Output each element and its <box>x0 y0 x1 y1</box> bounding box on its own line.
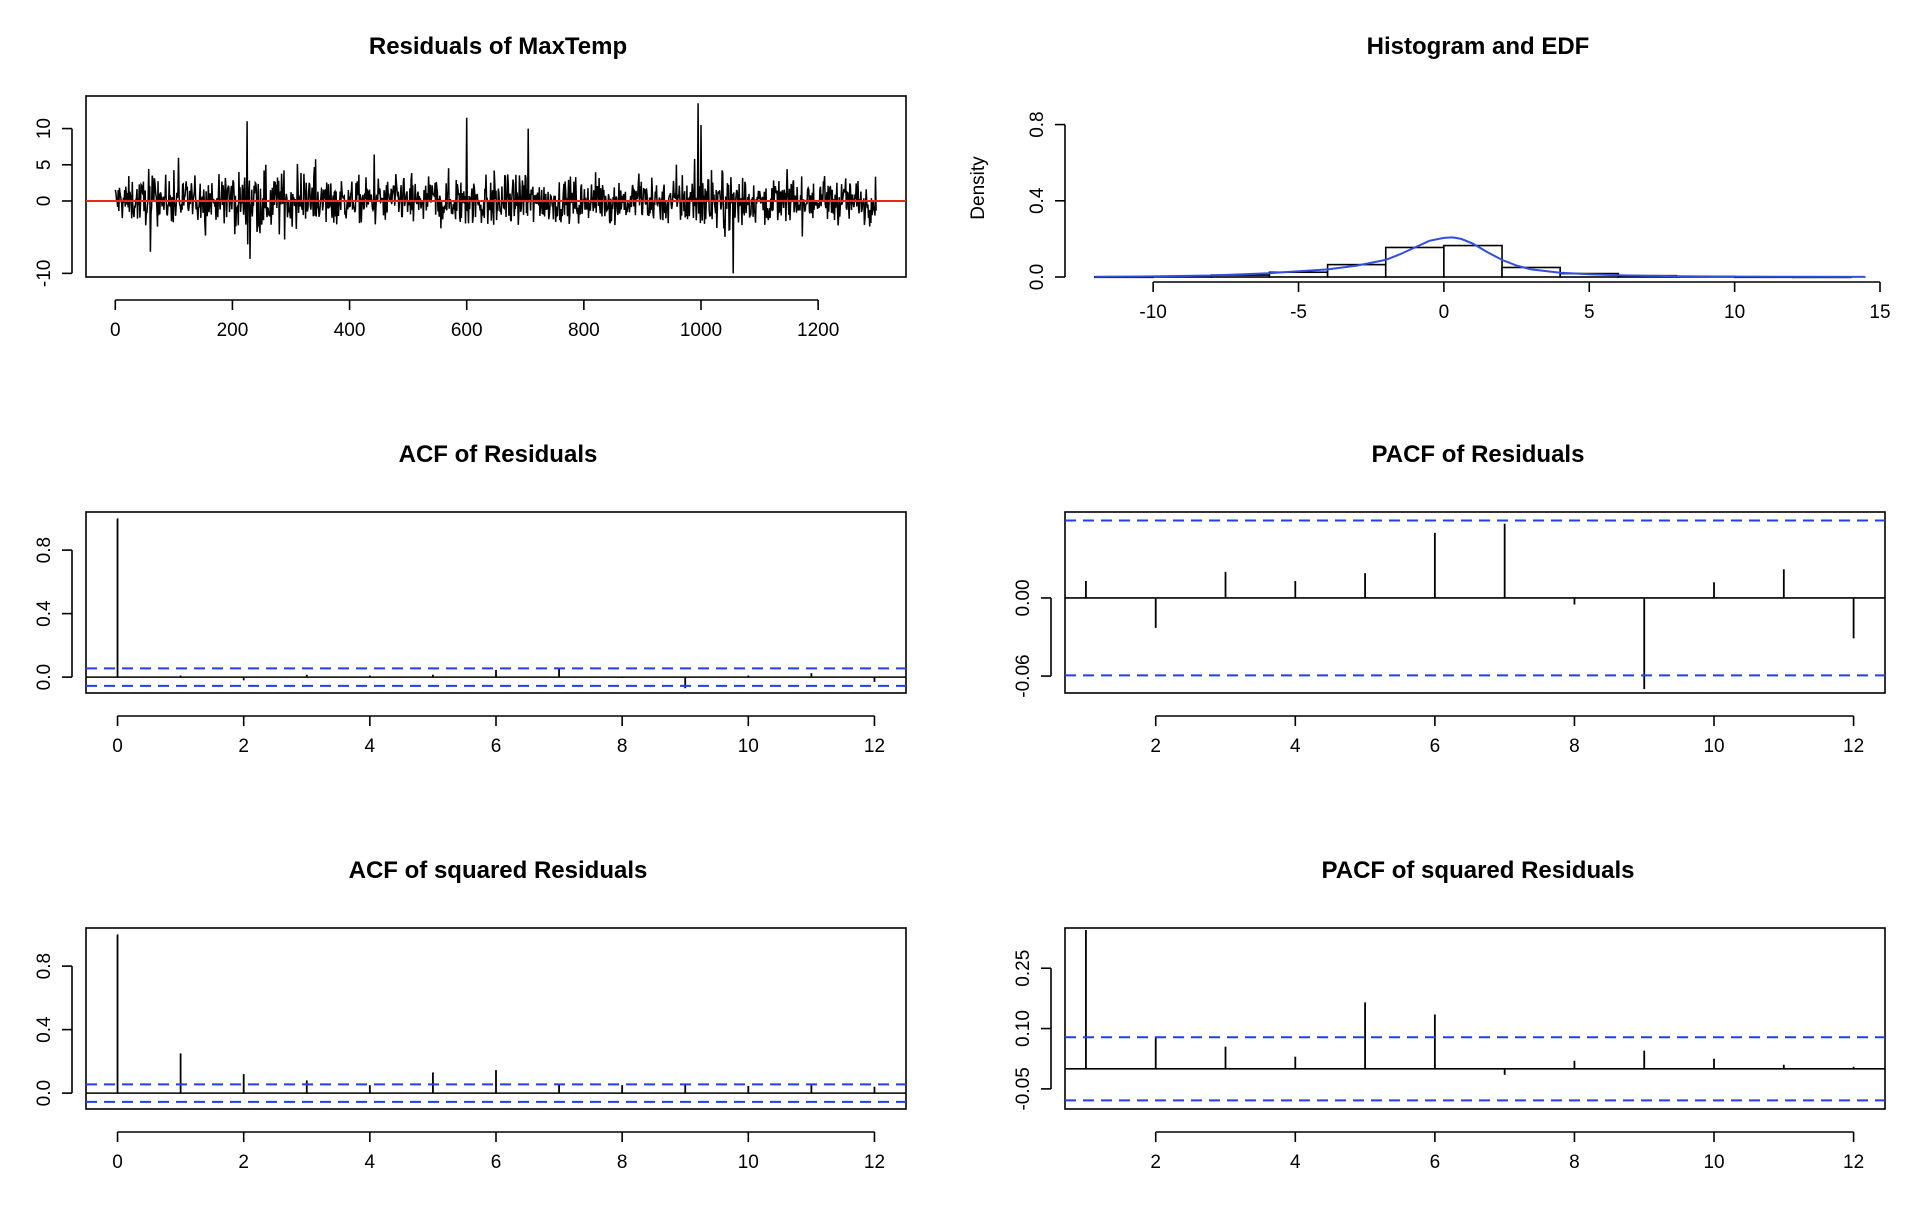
x-tick-label: -10 <box>1139 302 1166 323</box>
plot-frame <box>1064 927 1886 1110</box>
x-tick-label: 400 <box>334 320 366 341</box>
plot-frame <box>1064 511 1886 694</box>
y-tick-label: 0 <box>34 196 55 207</box>
y-tick-label: -0.05 <box>1013 1067 1034 1110</box>
panel-pacf-title: PACF of Residuals <box>1372 441 1585 468</box>
y-tick-label: -10 <box>34 260 55 287</box>
histogram-bar <box>1384 246 1445 278</box>
x-tick-label: 1200 <box>797 320 839 341</box>
x-tick-label: 12 <box>864 1152 885 1173</box>
x-tick-label: 4 <box>1290 1152 1301 1173</box>
x-tick-label: 12 <box>864 736 885 757</box>
plot-frame <box>85 511 907 694</box>
plot-frame <box>85 95 907 278</box>
plot-frame <box>85 927 907 1110</box>
x-tick-label: 10 <box>738 736 759 757</box>
panel-pacf-squared: PACF of squared Residuals 2 4 6 8 10 12 -0.05 0… <box>1013 857 1886 1173</box>
y-tick-label: 0.25 <box>1013 950 1034 987</box>
y-tick-label: 0.8 <box>34 953 55 979</box>
x-tick-label: 0 <box>1439 302 1450 323</box>
panel-pacf-squared-title: PACF of squared Residuals <box>1322 857 1635 884</box>
x-tick-label: 2 <box>238 1152 249 1173</box>
density-curve <box>1094 236 1866 278</box>
residual-series-line <box>114 103 877 274</box>
y-tick-label: 0.00 <box>1013 579 1034 616</box>
x-tick-label: 12 <box>1843 736 1864 757</box>
y-tick-label: 0.0 <box>34 1080 55 1106</box>
panel-acf: ACF of Residuals 0 2 4 6 8 10 12 0.0 0.4 0.8 <box>34 441 907 757</box>
x-tick-label: 600 <box>451 320 483 341</box>
panel-histogram: Histogram and EDF Density -10 -5 0 5 10 15 0.0… <box>968 33 1891 323</box>
y-tick-label: 0.10 <box>1013 1010 1034 1047</box>
x-tick-label: 10 <box>738 1152 759 1173</box>
x-tick-label: 8 <box>1569 1152 1580 1173</box>
x-tick-label: 0 <box>110 320 121 341</box>
y-tick-label: 0.0 <box>34 664 55 690</box>
x-tick-label: 2 <box>1150 1152 1161 1173</box>
panel-acf-squared-title: ACF of squared Residuals <box>349 857 648 884</box>
panel-acf-title: ACF of Residuals <box>399 441 598 468</box>
panel-acf-squared: ACF of squared Residuals 0 2 4 6 8 10 12 0.0 0.4… <box>34 857 907 1173</box>
x-tick-label: 10 <box>1703 736 1724 757</box>
x-tick-label: 4 <box>365 1152 376 1173</box>
y-tick-label: 0.8 <box>1027 111 1048 137</box>
panel-histogram-ylabel: Density <box>968 156 989 220</box>
x-tick-label: 10 <box>1724 302 1745 323</box>
y-tick-label: 0.4 <box>1027 187 1048 214</box>
panel-pacf: PACF of Residuals 2 4 6 8 10 12 -0.06 0.00 <box>1013 441 1886 757</box>
x-tick-label: 0 <box>112 736 123 757</box>
panel-residuals-title: Residuals of MaxTemp <box>369 33 627 60</box>
y-tick-label: 0.4 <box>34 1016 55 1043</box>
y-tick-label: -0.06 <box>1013 654 1034 697</box>
x-tick-label: 6 <box>491 1152 502 1173</box>
x-tick-label: 8 <box>617 1152 628 1173</box>
x-tick-label: 4 <box>365 736 376 757</box>
x-tick-label: 12 <box>1843 1152 1864 1173</box>
x-tick-label: 15 <box>1869 302 1890 323</box>
x-tick-label: 6 <box>1430 736 1441 757</box>
x-tick-label: -5 <box>1290 302 1307 323</box>
panel-residuals: Residuals of MaxTemp 0 200 400 600 800 1000 12… <box>34 33 907 341</box>
x-tick-label: 800 <box>568 320 600 341</box>
x-tick-label: 8 <box>617 736 628 757</box>
x-tick-label: 1000 <box>680 320 722 341</box>
x-tick-label: 6 <box>1430 1152 1441 1173</box>
x-tick-label: 5 <box>1584 302 1595 323</box>
x-tick-label: 6 <box>491 736 502 757</box>
x-tick-label: 2 <box>238 736 249 757</box>
x-tick-label: 200 <box>217 320 249 341</box>
x-tick-label: 0 <box>112 1152 123 1173</box>
histogram-bar <box>1443 244 1503 278</box>
y-tick-label: 0.4 <box>34 600 55 627</box>
panel-histogram-title: Histogram and EDF <box>1367 33 1590 60</box>
x-tick-label: 8 <box>1569 736 1580 757</box>
x-tick-label: 2 <box>1150 736 1161 757</box>
y-tick-label: 10 <box>34 118 55 139</box>
y-tick-label: 0.8 <box>34 537 55 563</box>
x-tick-label: 10 <box>1703 1152 1724 1173</box>
x-tick-label: 4 <box>1290 736 1301 757</box>
y-tick-label: 5 <box>34 159 55 170</box>
y-tick-label: 0.0 <box>1027 264 1048 290</box>
